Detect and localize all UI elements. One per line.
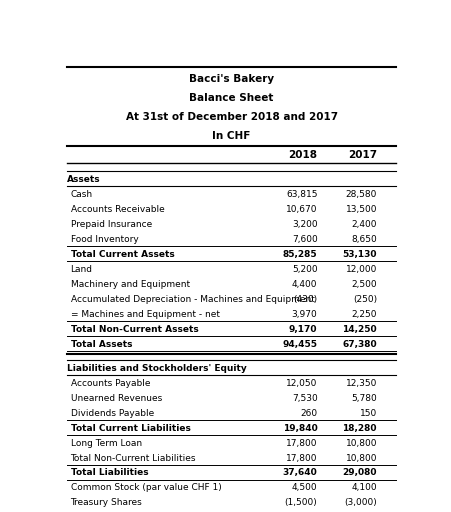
Text: 2,400: 2,400 xyxy=(351,220,376,229)
Text: 10,670: 10,670 xyxy=(285,205,317,214)
Text: 17,800: 17,800 xyxy=(285,454,317,462)
Text: 9,170: 9,170 xyxy=(288,325,317,334)
Text: 2,500: 2,500 xyxy=(350,280,376,289)
Text: Balance Sheet: Balance Sheet xyxy=(189,93,273,103)
Text: 4,400: 4,400 xyxy=(291,280,317,289)
Text: 2018: 2018 xyxy=(288,151,317,160)
Text: At 31st of December 2018 and 2017: At 31st of December 2018 and 2017 xyxy=(125,112,337,122)
Text: Dividends Payable: Dividends Payable xyxy=(70,409,153,418)
Text: 2017: 2017 xyxy=(347,151,376,160)
Text: Bacci's Bakery: Bacci's Bakery xyxy=(189,74,274,84)
Text: 12,000: 12,000 xyxy=(345,265,376,274)
Text: Food Inventory: Food Inventory xyxy=(70,235,138,244)
Text: Total Current Assets: Total Current Assets xyxy=(70,250,174,259)
Text: 10,800: 10,800 xyxy=(345,438,376,447)
Text: In CHF: In CHF xyxy=(212,131,250,141)
Text: 8,650: 8,650 xyxy=(350,235,376,244)
Text: Total Liabilities: Total Liabilities xyxy=(70,468,148,478)
Text: 7,600: 7,600 xyxy=(291,235,317,244)
Text: 18,280: 18,280 xyxy=(342,423,376,433)
Text: 28,580: 28,580 xyxy=(345,190,376,199)
Text: 3,970: 3,970 xyxy=(291,310,317,319)
Text: Prepaid Insurance: Prepaid Insurance xyxy=(70,220,152,229)
Text: Accounts Payable: Accounts Payable xyxy=(70,378,150,388)
Text: Treasury Shares: Treasury Shares xyxy=(70,499,142,507)
Text: (430): (430) xyxy=(293,295,317,304)
Text: 12,050: 12,050 xyxy=(285,378,317,388)
Text: 5,200: 5,200 xyxy=(291,265,317,274)
Text: = Machines and Equipment - net: = Machines and Equipment - net xyxy=(70,310,219,319)
Text: Cash: Cash xyxy=(70,190,92,199)
Text: Accounts Receivable: Accounts Receivable xyxy=(70,205,164,214)
Text: Total Non-Current Assets: Total Non-Current Assets xyxy=(70,325,198,334)
Text: 85,285: 85,285 xyxy=(282,250,317,259)
Text: 37,640: 37,640 xyxy=(282,468,317,478)
Text: 94,455: 94,455 xyxy=(282,340,317,349)
Text: 4,100: 4,100 xyxy=(350,483,376,493)
Text: 3,200: 3,200 xyxy=(291,220,317,229)
Text: Total Non-Current Liabilities: Total Non-Current Liabilities xyxy=(70,454,196,462)
Text: 63,815: 63,815 xyxy=(285,190,317,199)
Text: 5,780: 5,780 xyxy=(350,394,376,402)
Text: 14,250: 14,250 xyxy=(342,325,376,334)
Text: 7,530: 7,530 xyxy=(291,394,317,402)
Text: Total Current Liabilities: Total Current Liabilities xyxy=(70,423,190,433)
Text: Assets: Assets xyxy=(67,175,101,184)
Text: 29,080: 29,080 xyxy=(342,468,376,478)
Text: Liabilities and Stockholders' Equity: Liabilities and Stockholders' Equity xyxy=(67,364,246,373)
Text: 17,800: 17,800 xyxy=(285,438,317,447)
Text: (3,000): (3,000) xyxy=(344,499,376,507)
Text: Machinery and Equipment: Machinery and Equipment xyxy=(70,280,189,289)
Text: 67,380: 67,380 xyxy=(342,340,376,349)
Text: 150: 150 xyxy=(359,409,376,418)
Text: Long Term Loan: Long Term Loan xyxy=(70,438,141,447)
Text: 53,130: 53,130 xyxy=(342,250,376,259)
Text: 2,250: 2,250 xyxy=(351,310,376,319)
Text: 13,500: 13,500 xyxy=(345,205,376,214)
Text: Common Stock (par value CHF 1): Common Stock (par value CHF 1) xyxy=(70,483,221,493)
Text: Land: Land xyxy=(70,265,92,274)
Text: 12,350: 12,350 xyxy=(345,378,376,388)
Text: Total Assets: Total Assets xyxy=(70,340,132,349)
Text: Accumulated Depreciation - Machines and Equipment: Accumulated Depreciation - Machines and … xyxy=(70,295,314,304)
Text: (250): (250) xyxy=(352,295,376,304)
Text: (1,500): (1,500) xyxy=(284,499,317,507)
Text: 10,800: 10,800 xyxy=(345,454,376,462)
Text: Unearned Revenues: Unearned Revenues xyxy=(70,394,161,402)
Text: 260: 260 xyxy=(299,409,317,418)
Text: 19,840: 19,840 xyxy=(282,423,317,433)
Text: 4,500: 4,500 xyxy=(291,483,317,493)
